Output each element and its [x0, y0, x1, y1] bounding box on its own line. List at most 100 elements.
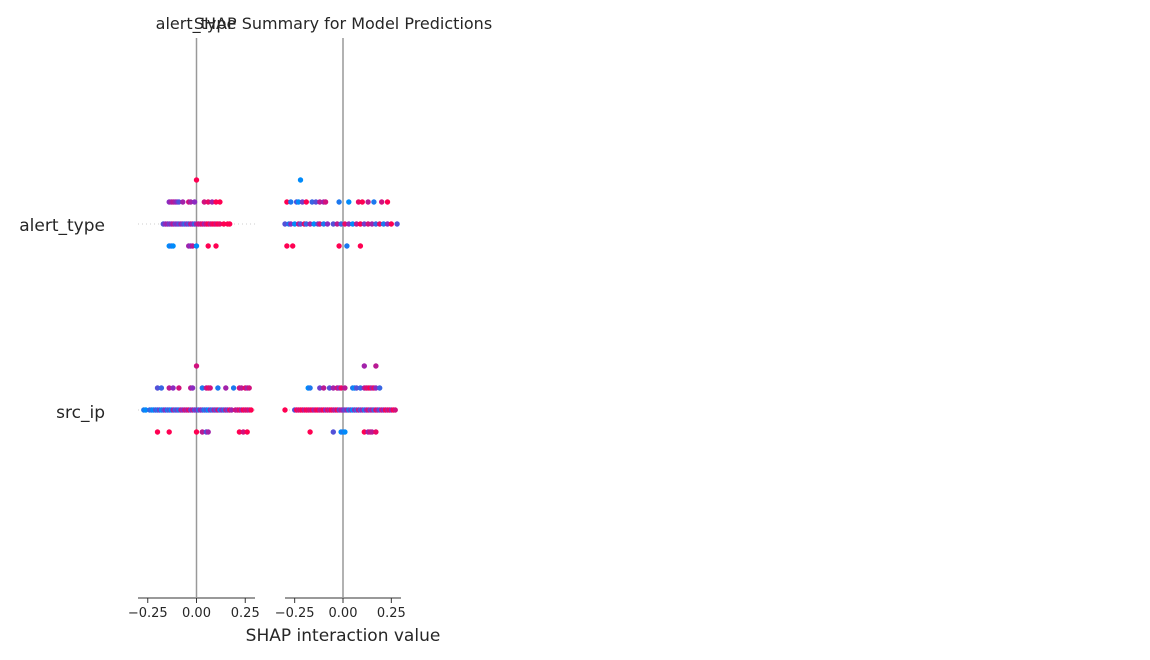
- shap-point: [311, 221, 317, 227]
- shap-point: [282, 221, 288, 227]
- shap-point: [236, 429, 243, 435]
- shap-point: [228, 407, 235, 413]
- shap-point: [246, 385, 252, 391]
- shap-point: [209, 199, 215, 205]
- shap-point: [384, 221, 391, 227]
- shap-point: [377, 221, 383, 227]
- shap-point: [288, 221, 294, 227]
- shap-point: [244, 429, 250, 435]
- shap-point: [357, 385, 364, 391]
- shap-point: [338, 221, 344, 227]
- shap-point: [199, 429, 205, 435]
- shap-point: [324, 221, 331, 227]
- shap-point: [199, 385, 205, 391]
- shap-point: [193, 363, 200, 369]
- shap-point: [384, 199, 391, 205]
- shap-point: [361, 221, 367, 227]
- shap-point: [373, 385, 379, 391]
- shap-point: [361, 363, 367, 369]
- shap-point: [213, 243, 219, 249]
- shap-point: [388, 221, 394, 227]
- shap-point: [217, 199, 223, 205]
- shap-point: [309, 199, 315, 205]
- shap-point: [303, 221, 309, 227]
- shap-point: [170, 385, 176, 391]
- shap-point: [373, 363, 379, 369]
- feature-label-src-ip: src_ip: [56, 403, 105, 423]
- x-axis-label: SHAP interaction value: [246, 626, 441, 646]
- shap-point: [297, 221, 304, 227]
- shap-point: [297, 177, 304, 183]
- chart-static-layer: alert_type SHAP Summary for Model Predic…: [19, 14, 492, 646]
- shap-point: [193, 177, 200, 183]
- shap-point: [240, 429, 246, 435]
- shap-point: [342, 429, 348, 435]
- shap-point: [377, 385, 383, 391]
- shap-point: [217, 221, 223, 227]
- shap-point: [193, 429, 200, 435]
- shap-point: [295, 199, 302, 205]
- shap-point: [380, 221, 387, 227]
- x-tick-label: 0.25: [231, 606, 260, 621]
- shap-point: [307, 429, 313, 435]
- shap-point: [350, 221, 356, 227]
- shap-point: [369, 429, 375, 435]
- shap-point: [284, 243, 290, 249]
- shap-point: [373, 429, 379, 435]
- shap-point: [365, 199, 371, 205]
- shap-point: [170, 243, 176, 249]
- shap-point: [290, 243, 296, 249]
- shap-point: [365, 221, 371, 227]
- shap-point: [342, 221, 348, 227]
- shap-point: [189, 243, 196, 249]
- shap-point: [207, 385, 213, 391]
- shap-point: [322, 199, 329, 205]
- shap-point: [307, 221, 313, 227]
- shap-point: [359, 199, 365, 205]
- shap-point: [303, 199, 309, 205]
- shap-point: [143, 407, 149, 413]
- shap-point: [248, 407, 254, 413]
- shap-point: [213, 199, 219, 205]
- shap-point: [321, 385, 327, 391]
- shap-point: [379, 199, 385, 205]
- shap-point: [346, 199, 352, 205]
- shap-point: [288, 199, 294, 205]
- shap-point: [353, 221, 360, 227]
- shap-point: [392, 407, 398, 413]
- shap-point: [215, 385, 221, 391]
- shap-point: [189, 385, 196, 391]
- shap-point: [284, 199, 290, 205]
- shap-point: [330, 385, 336, 391]
- x-tick-label: 0.00: [182, 606, 211, 621]
- shap-point: [394, 221, 400, 227]
- shap-point: [223, 385, 229, 391]
- chart-dynamic-layer: −0.25 0.00 0.25 −0.25 0.00 0.25: [128, 38, 406, 621]
- shap-point: [330, 429, 336, 435]
- shap-point: [371, 199, 377, 205]
- shap-point: [336, 243, 342, 249]
- shap-point: [205, 199, 211, 205]
- shap-point: [230, 385, 237, 391]
- shap-point: [355, 199, 362, 205]
- shap-point: [321, 221, 327, 227]
- shap-point: [317, 221, 323, 227]
- shap-point: [201, 199, 207, 205]
- shap-point: [205, 429, 211, 435]
- shap-point: [154, 429, 161, 435]
- shap-point: [188, 199, 194, 205]
- shap-point: [292, 221, 298, 227]
- shap-point: [193, 243, 200, 249]
- shap-point: [373, 221, 379, 227]
- shap-point: [166, 385, 172, 391]
- shap-point: [227, 221, 233, 227]
- x-tick-label: −0.25: [275, 606, 315, 621]
- shap-point: [154, 385, 161, 391]
- x-tick-label: 0.25: [377, 606, 406, 621]
- chart-title: SHAP Summary for Model Predictions: [194, 14, 492, 33]
- shap-point: [158, 385, 165, 391]
- shap-point: [238, 385, 245, 391]
- shap-point: [313, 199, 319, 205]
- shap-point: [317, 199, 323, 205]
- shap-point: [342, 385, 348, 391]
